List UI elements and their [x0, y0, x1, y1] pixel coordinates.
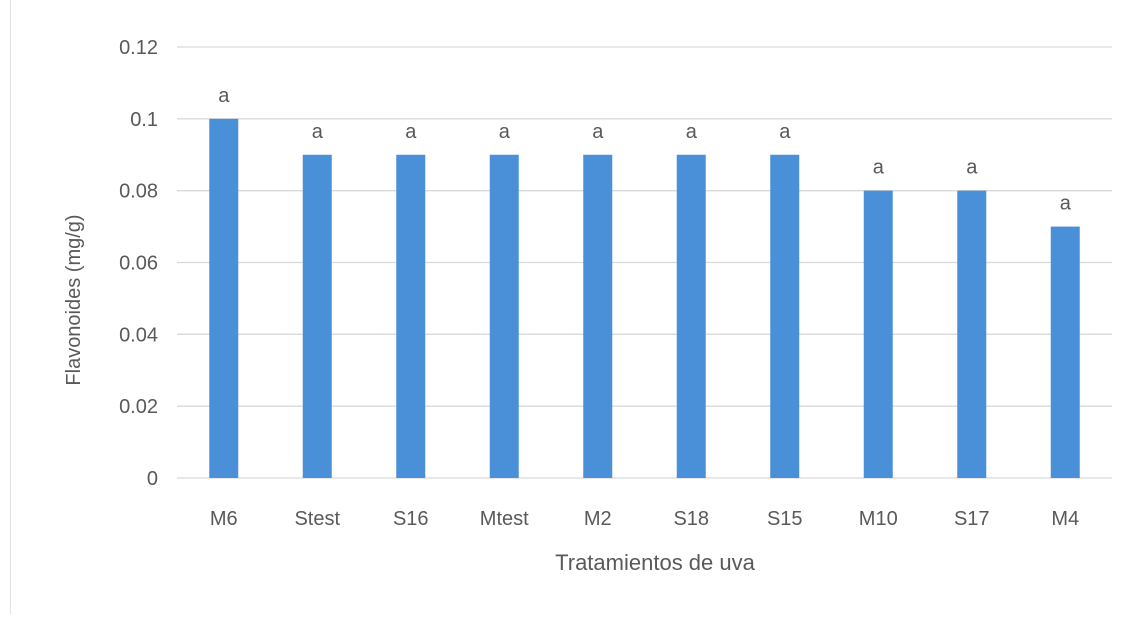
x-axis-title: Tratamientos de uva: [555, 550, 755, 575]
bar-stest: [302, 154, 332, 478]
x-tick-label: S15: [767, 508, 803, 530]
x-tick-label: Mtest: [480, 508, 529, 530]
bar-data-label: a: [312, 121, 324, 143]
bar-data-label: a: [873, 157, 885, 179]
bar-s16: [396, 154, 426, 478]
x-tick-label: S16: [393, 508, 429, 530]
y-tick-label: 0.12: [119, 37, 158, 59]
x-tick-label: M10: [859, 508, 898, 530]
bar-data-label: a: [966, 157, 978, 179]
x-tick-label: M6: [210, 508, 238, 530]
bar-mtest: [489, 154, 519, 478]
bar-data-label: a: [218, 85, 230, 107]
bar-m2: [583, 154, 613, 478]
bar-data-label: a: [779, 121, 791, 143]
y-tick-label: 0.04: [119, 324, 158, 346]
x-tick-label: S18: [673, 508, 709, 530]
y-tick-label: 0: [147, 468, 158, 490]
bar-data-label: a: [592, 121, 604, 143]
bar-s18: [676, 154, 706, 478]
left-border: [10, 0, 11, 614]
bar-data-label: a: [499, 121, 511, 143]
bar-m10: [863, 190, 893, 478]
bar-labels: a a a a a a a a a a: [218, 85, 1072, 215]
bar-data-label: a: [1060, 193, 1072, 215]
y-axis-title: Flavonoides (mg/g): [63, 214, 85, 385]
y-tick-label: 0.1: [130, 109, 158, 131]
bars: [209, 118, 1080, 478]
bar-data-label: a: [686, 121, 698, 143]
x-tick-label: M4: [1051, 508, 1079, 530]
y-tick-label: 0.06: [119, 253, 158, 275]
bar-s17: [957, 190, 987, 478]
bar-m6: [209, 118, 239, 478]
bar-m4: [1050, 226, 1080, 478]
x-tick-label: S17: [954, 508, 990, 530]
bar-data-label: a: [405, 121, 417, 143]
bar-s15: [770, 154, 800, 478]
y-axis-ticks: 0 0.02 0.04 0.06 0.08 0.1 0.12: [119, 37, 158, 490]
x-tick-label: Stest: [294, 508, 340, 530]
y-tick-label: 0.02: [119, 396, 158, 418]
gridlines: [177, 46, 1112, 479]
x-axis-ticks: M6 Stest S16 Mtest M2 S18 S15 M10 S17 M4: [210, 508, 1079, 530]
y-tick-label: 0.08: [119, 181, 158, 203]
x-tick-label: M2: [584, 508, 612, 530]
